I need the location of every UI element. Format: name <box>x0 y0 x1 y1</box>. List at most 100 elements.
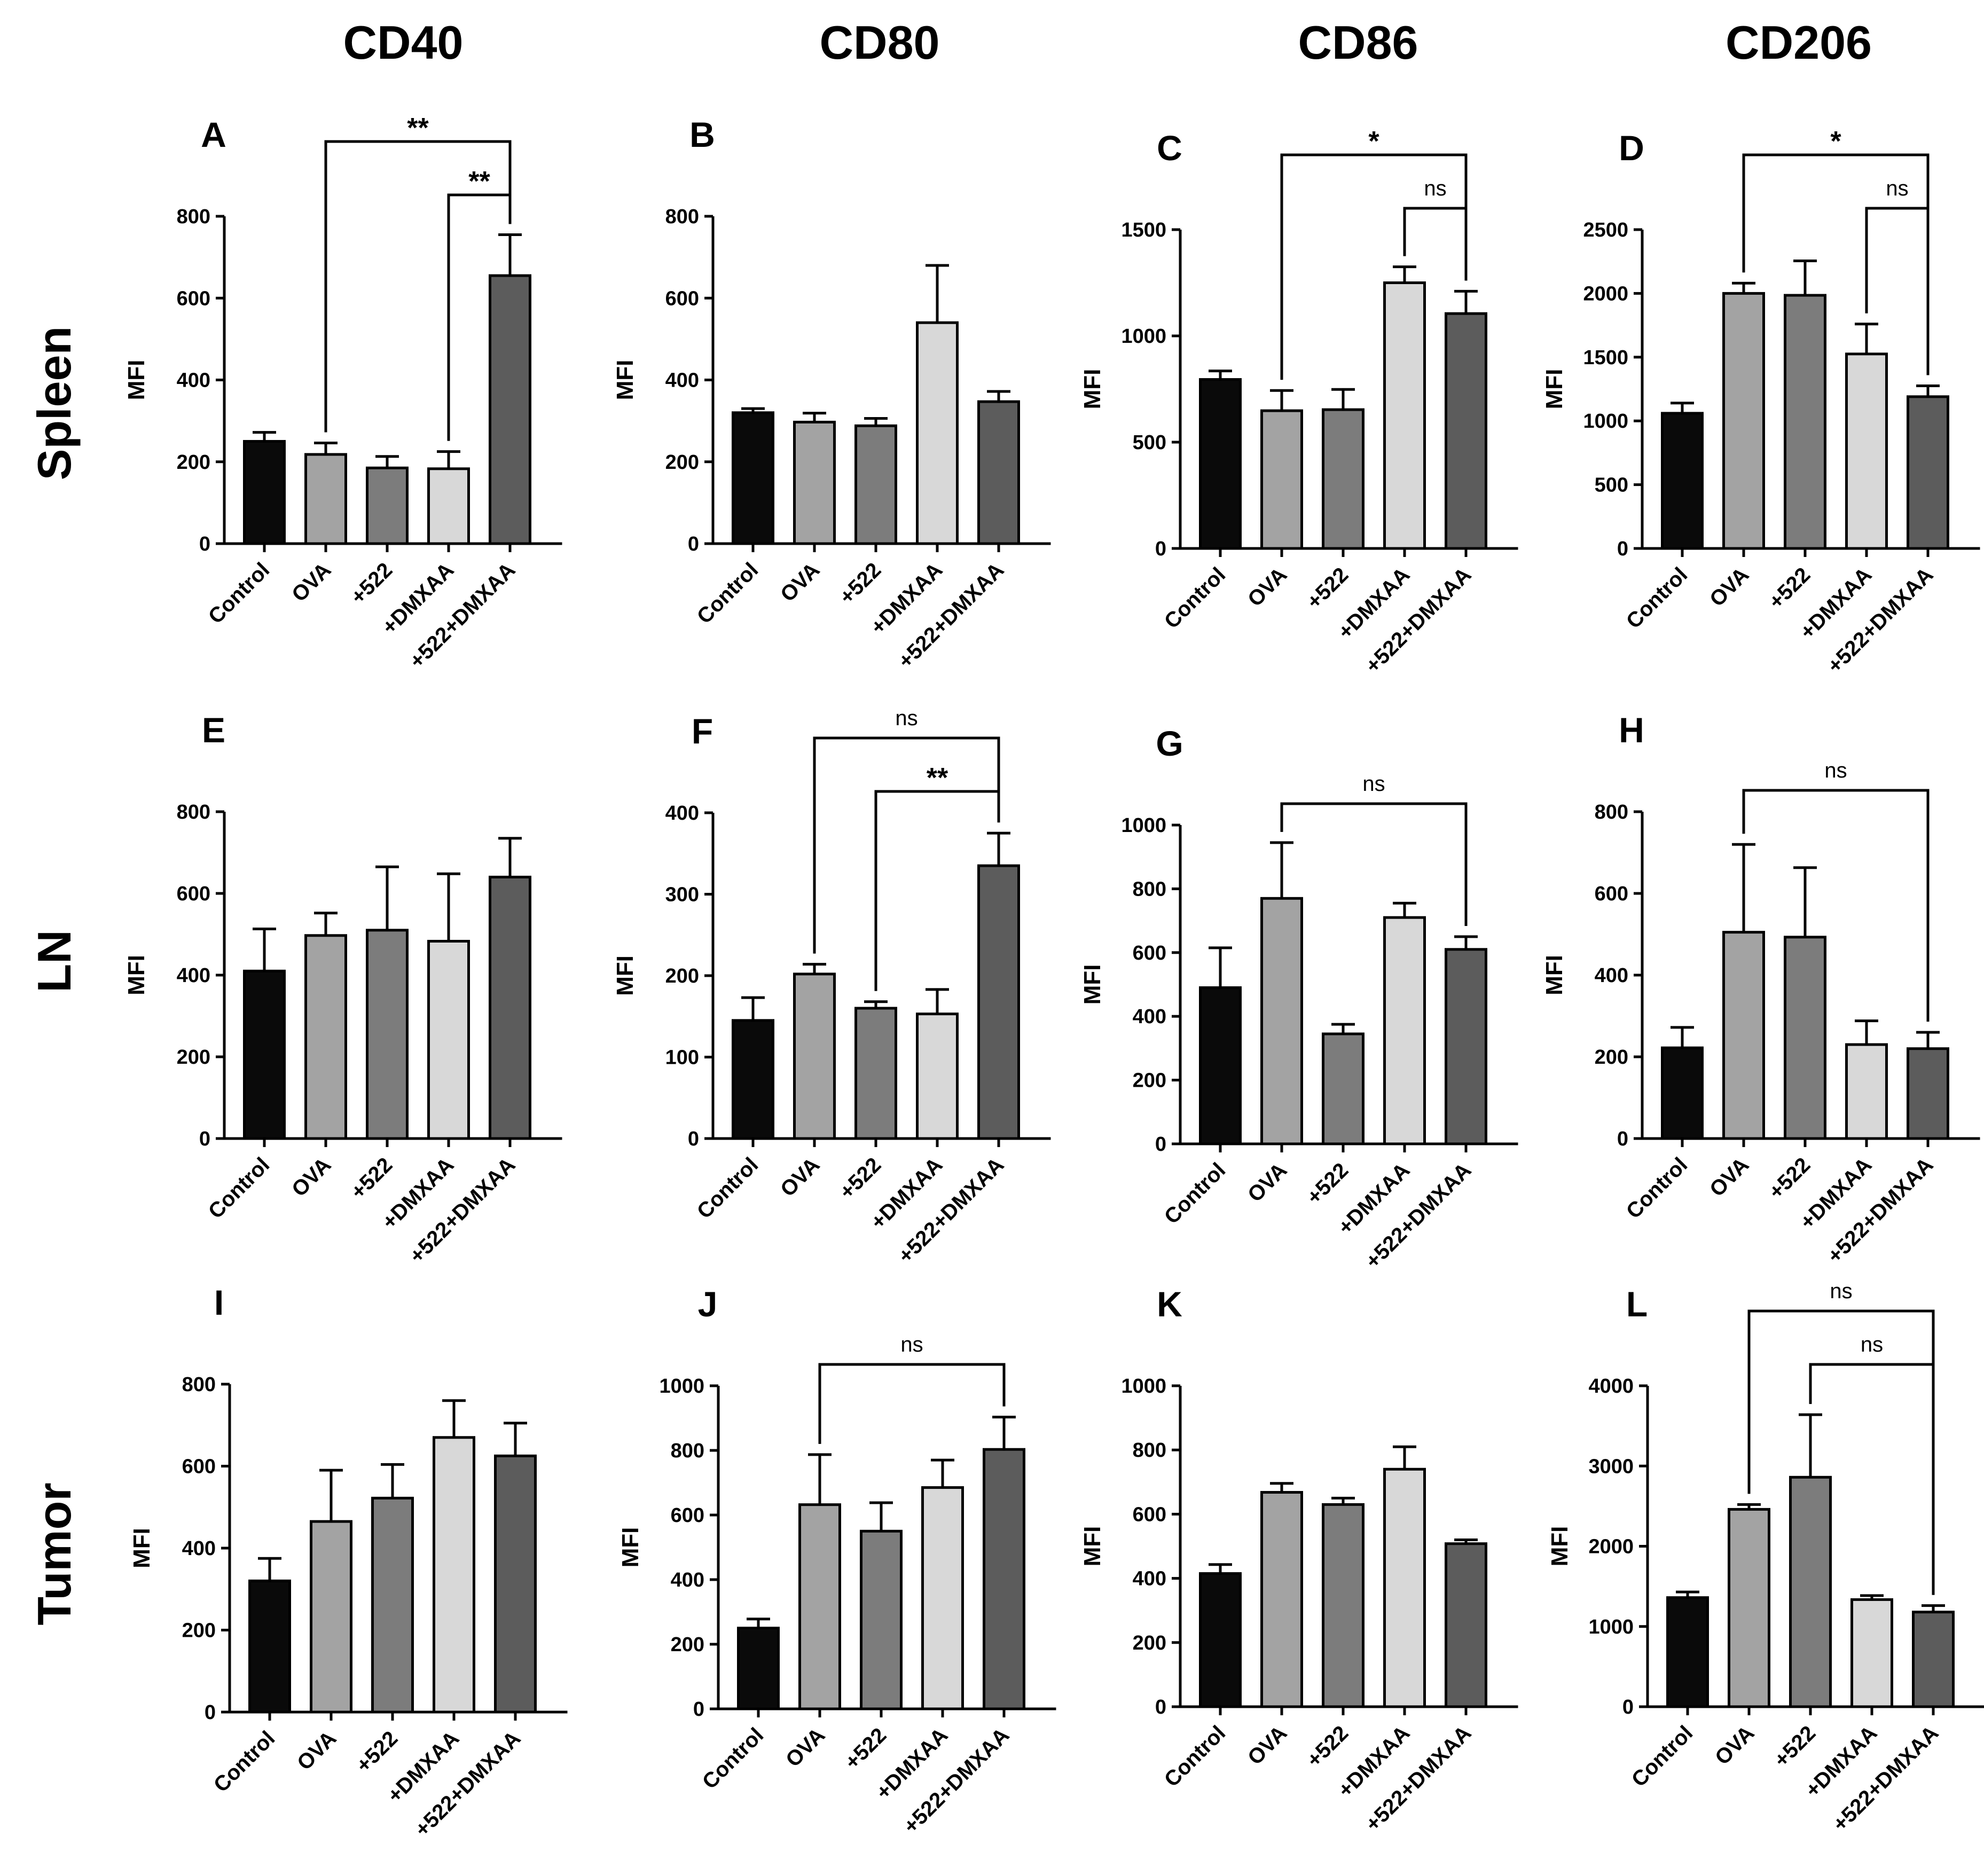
row-title-tumor: Tumor <box>28 1482 81 1625</box>
bar-a-plus522plusdmxaa <box>489 274 531 545</box>
category-label-a-plus522: +522 <box>347 558 397 609</box>
y-tick-label-e-600: 600 <box>177 883 210 905</box>
y-tick-label-h-200: 200 <box>1595 1046 1628 1069</box>
significance-bracket-c-1 <box>1403 207 1468 281</box>
category-label-k-plus522plusdmxaa: +522+DMXAA <box>1361 1721 1476 1836</box>
panel-c: C MFI 0 500 1000 1500 Control OVA +522+DMXAA+522… <box>1079 126 1518 678</box>
y-tick-label-k-200: 200 <box>1133 1632 1166 1654</box>
panel-k: K MFI 0 200 400 600 800 1000 Control OVA +522+DMXA… <box>1079 1284 1518 1836</box>
y-tick-label-g-0: 0 <box>1155 1133 1166 1156</box>
bar-g-plusdmxaa <box>1383 916 1426 1145</box>
y-axis-label-j: MFI <box>617 1527 644 1568</box>
panel-letter-h: H <box>1619 710 1644 750</box>
significance-label-j-0: ns <box>900 1333 923 1356</box>
significance-bracket-h-0 <box>1742 789 1930 1022</box>
bar-h-plus522plusdmxaa <box>1907 1047 1949 1140</box>
category-label-f-plus522: +522 <box>835 1153 886 1204</box>
y-tick-label-h-800: 800 <box>1595 801 1628 823</box>
y-tick-label-e-800: 800 <box>177 801 210 823</box>
y-tick-label-i-400: 400 <box>182 1537 216 1560</box>
category-label-e-ova: OVA <box>287 1153 335 1201</box>
y-tick-label-e-0: 0 <box>199 1128 210 1150</box>
bar-e-ova <box>304 934 347 1140</box>
bar-j-plus522plusdmxaa <box>983 1448 1025 1710</box>
significance-label-f-1: ** <box>927 763 948 794</box>
bar-h-plus522 <box>1784 936 1826 1140</box>
y-tick-label-l-3000: 3000 <box>1588 1455 1634 1478</box>
category-label-l-plus522plusdmxaa: +522+DMXAA <box>1828 1721 1943 1836</box>
bar-d-ova <box>1722 292 1765 550</box>
significance-bracket-f-0 <box>813 736 1000 954</box>
panel-e: E MFI 0 200 400 600 800 Control OVA +522+DMXAA+52… <box>123 710 562 1268</box>
y-tick-label-k-600: 600 <box>1133 1503 1166 1526</box>
bar-b-control <box>732 411 774 545</box>
panel-f: F MFI 0 100 200 300 400 Control OVA +522+DMXAA+52… <box>612 707 1051 1268</box>
bar-h-plusdmxaa <box>1845 1043 1888 1140</box>
panel-a: A MFI 0 200 400 600 800 Control OVA +522+DMXAA+52… <box>123 113 562 673</box>
bar-k-plus522 <box>1322 1503 1365 1708</box>
y-tick-label-d-500: 500 <box>1595 474 1628 497</box>
bar-a-ova <box>304 453 347 545</box>
y-tick-label-k-0: 0 <box>1155 1696 1166 1718</box>
y-axis-label-a: MFI <box>123 360 150 401</box>
y-tick-label-g-800: 800 <box>1133 878 1166 900</box>
y-tick-label-j-200: 200 <box>671 1634 704 1656</box>
bar-j-ova <box>798 1503 841 1710</box>
significance-bracket-a-0 <box>324 140 512 433</box>
bar-a-control <box>243 439 286 545</box>
y-tick-label-h-400: 400 <box>1595 964 1628 987</box>
column-title-cd80: CD80 <box>820 16 940 69</box>
significance-label-f-0: ns <box>895 707 917 730</box>
y-tick-label-b-200: 200 <box>665 451 699 474</box>
category-label-b-ova: OVA <box>776 558 824 606</box>
y-tick-label-k-400: 400 <box>1133 1568 1166 1590</box>
bar-c-plus522 <box>1322 408 1365 550</box>
bar-f-plus522 <box>854 1007 897 1140</box>
panel-letter-d: D <box>1619 128 1644 168</box>
category-label-f-plus522plusdmxaa: +522+DMXAA <box>893 1153 1008 1268</box>
row-title-ln: LN <box>28 930 81 992</box>
category-label-h-control: Control <box>1622 1153 1692 1223</box>
y-tick-label-a-800: 800 <box>177 206 210 228</box>
panel-letter-e: E <box>202 710 225 750</box>
bar-b-plus522plusdmxaa <box>977 400 1020 545</box>
y-tick-label-g-200: 200 <box>1133 1070 1166 1092</box>
bar-c-plus522plusdmxaa <box>1445 312 1487 550</box>
y-tick-label-f-300: 300 <box>665 884 699 906</box>
panel-letter-b: B <box>689 115 715 154</box>
significance-label-a-0: ** <box>407 113 429 144</box>
y-axis-label-c: MFI <box>1079 369 1105 410</box>
y-axis-label-g: MFI <box>1079 964 1105 1005</box>
column-title-cd86: CD86 <box>1298 16 1418 69</box>
bar-i-ova <box>310 1520 352 1714</box>
bar-h-control <box>1661 1046 1704 1140</box>
bar-g-ova <box>1260 897 1303 1145</box>
y-tick-label-c-500: 500 <box>1133 431 1166 454</box>
category-label-i-plus522plusdmxaa: +522+DMXAA <box>410 1726 525 1841</box>
category-label-j-plus522: +522 <box>841 1723 891 1774</box>
category-label-l-ova: OVA <box>1711 1721 1759 1769</box>
category-label-b-plus522: +522 <box>835 558 886 609</box>
panel-letter-a: A <box>201 115 226 154</box>
bar-k-plusdmxaa <box>1383 1467 1426 1708</box>
y-tick-label-e-200: 200 <box>177 1046 210 1069</box>
category-label-e-plus522: +522 <box>347 1153 397 1204</box>
bar-e-plus522plusdmxaa <box>489 875 531 1140</box>
category-label-i-ova: OVA <box>293 1726 341 1775</box>
bar-d-plusdmxaa <box>1845 352 1888 550</box>
bar-c-plusdmxaa <box>1383 281 1426 550</box>
y-axis-label-b: MFI <box>612 360 638 401</box>
y-tick-label-i-200: 200 <box>182 1620 216 1642</box>
y-tick-label-b-800: 800 <box>665 206 699 228</box>
bar-e-plusdmxaa <box>427 940 470 1140</box>
y-tick-label-i-800: 800 <box>182 1373 216 1396</box>
category-label-f-ova: OVA <box>776 1153 824 1201</box>
panel-j: J MFI 0 200 400 600 800 1000 Control OVA +522+DMXA… <box>617 1284 1056 1838</box>
y-tick-label-l-0: 0 <box>1622 1696 1634 1718</box>
panel-letter-j: J <box>698 1284 718 1324</box>
y-tick-label-f-100: 100 <box>665 1047 699 1069</box>
y-axis-label-e: MFI <box>123 955 150 995</box>
y-tick-label-l-4000: 4000 <box>1588 1375 1634 1398</box>
category-label-g-plus522: +522 <box>1303 1158 1353 1209</box>
